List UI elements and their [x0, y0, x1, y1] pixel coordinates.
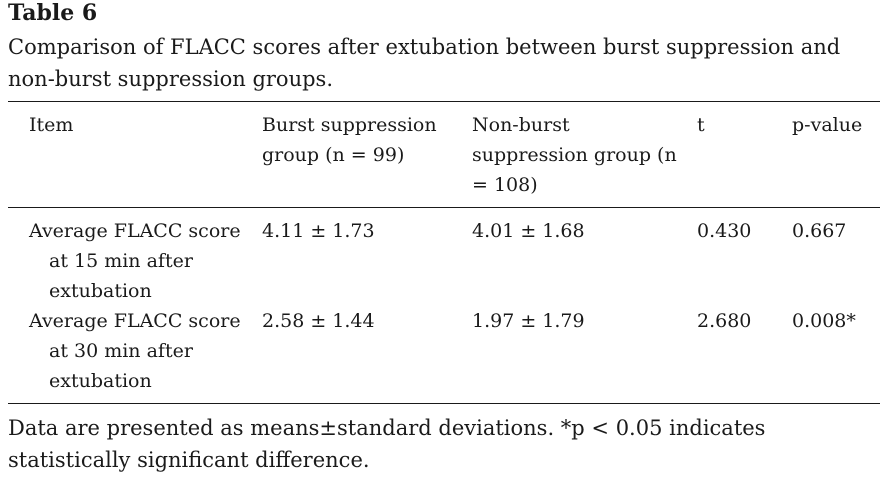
row-1-p-value: 0.667	[792, 220, 847, 242]
row-2-item: Average FLACC score at 30 min after extu…	[29, 310, 241, 392]
row-2-p-value: 0.008*	[792, 310, 856, 332]
row-2-non-burst: 1.97 ± 1.79	[472, 310, 585, 332]
table-bottom-rule	[8, 403, 880, 404]
table-top-rule	[8, 101, 880, 102]
column-header-burst: Burst suppression group (n = 99)	[262, 114, 437, 166]
row-1-non-burst: 4.01 ± 1.68	[472, 220, 585, 242]
row-1-burst: 4.11 ± 1.73	[262, 220, 375, 242]
table-label: Table 6	[8, 0, 98, 26]
column-header-p-value: p-value	[792, 114, 863, 136]
row-2-burst: 2.58 ± 1.44	[262, 310, 375, 332]
column-header-item: Item	[29, 114, 74, 136]
table-header-rule	[8, 207, 880, 208]
table-caption: Comparison of FLACC scores after extubat…	[8, 35, 841, 91]
table-footnote: Data are presented as means±standard dev…	[8, 416, 766, 472]
row-1-t: 0.430	[697, 220, 752, 242]
column-header-non-burst: Non-burst suppression group (n = 108)	[472, 114, 677, 196]
row-2-t: 2.680	[697, 310, 752, 332]
column-header-t: t	[697, 114, 705, 136]
row-1-item: Average FLACC score at 15 min after extu…	[29, 220, 241, 302]
